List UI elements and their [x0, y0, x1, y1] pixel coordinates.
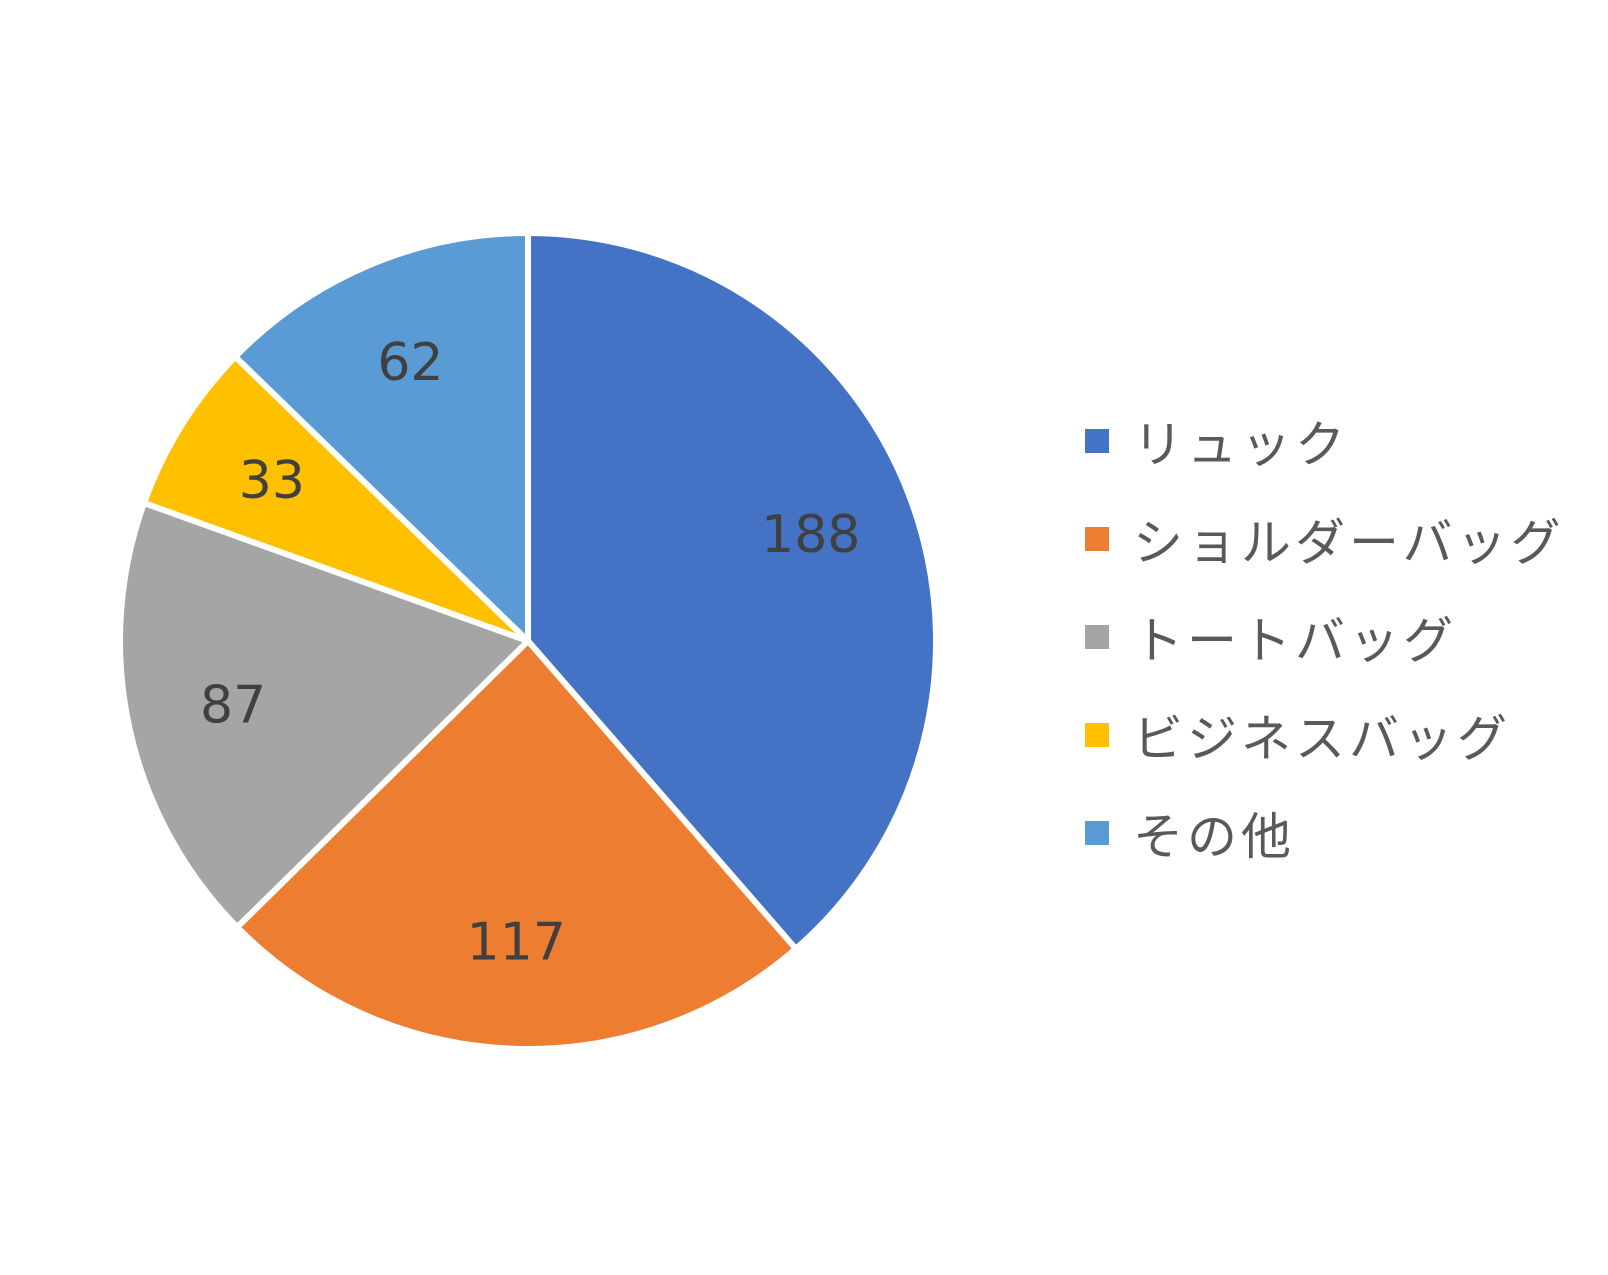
pie-slice-1: [525, 230, 939, 952]
chart-legend: リュックショルダーバッグ トートバッグ ビジネスバッグ その他: [1085, 392, 1605, 882]
data-label-1: 188: [761, 505, 860, 565]
data-label-2: 117: [467, 913, 566, 973]
legend-label-4: ビジネスバッグ: [1133, 710, 1511, 768]
data-label-3: 87: [200, 676, 266, 736]
legend-swatch-3: [1085, 625, 1109, 649]
legend-swatch-1: [1085, 429, 1109, 453]
pie-slices: [117, 230, 939, 1052]
pie-data-labels: 188 117 87 33 62: [200, 333, 860, 973]
legend-item-4: ビジネスバッグ: [1085, 686, 1605, 784]
data-label-5: 62: [377, 333, 443, 393]
legend-swatch-5: [1085, 821, 1109, 845]
legend-label-5: その他: [1133, 808, 1295, 866]
pie-slice-2: [234, 638, 799, 1052]
data-label-4: 33: [239, 451, 305, 511]
pie-slice-5: [232, 230, 531, 644]
legend-item-1: リュック: [1085, 392, 1605, 490]
legend-item-3: トートバッグ: [1085, 588, 1605, 686]
pie-slice-4: [141, 353, 531, 644]
legend-item-2: ショルダーバッグ: [1085, 490, 1605, 588]
legend-label-3: トートバッグ: [1133, 612, 1457, 670]
legend-label-1: リュック: [1133, 416, 1349, 474]
legend-label-2: ショルダーバッグ: [1133, 514, 1565, 572]
legend-item-5: その他: [1085, 784, 1605, 882]
pie-slice-3: [117, 499, 531, 931]
legend-swatch-2: [1085, 527, 1109, 551]
legend-swatch-4: [1085, 723, 1109, 747]
